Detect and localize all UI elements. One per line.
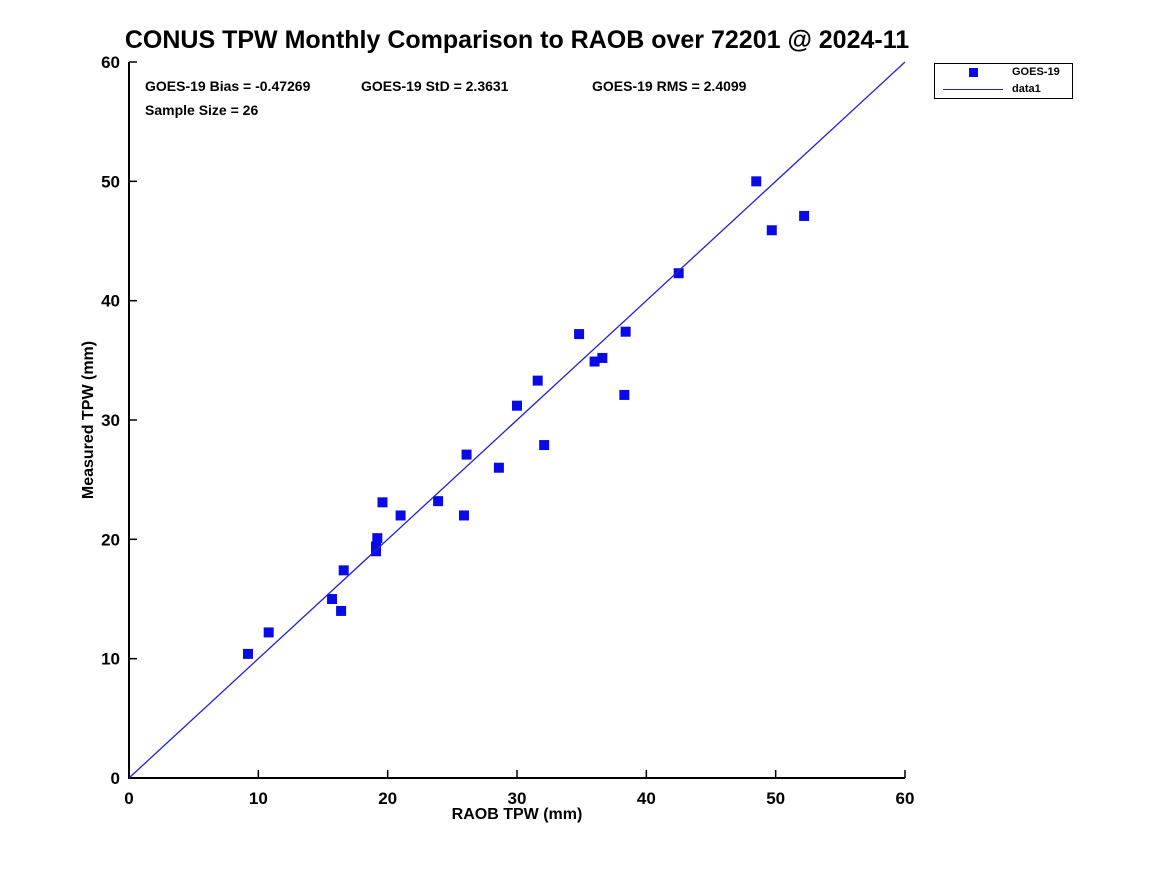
stat-rms: GOES-19 RMS = 2.4099 (592, 78, 747, 94)
legend-box: GOES-19 data1 (934, 63, 1073, 99)
data-point-marker (539, 440, 550, 451)
data-point-marker (619, 389, 630, 400)
x-tick-label: 10 (249, 789, 268, 808)
y-tick-label: 20 (101, 530, 120, 549)
x-tick-label: 20 (378, 789, 397, 808)
y-tick-label: 50 (101, 172, 120, 191)
legend-label-goes19: GOES-19 (1012, 66, 1060, 78)
legend-label-data1: data1 (1012, 83, 1041, 95)
y-tick-label: 0 (111, 769, 120, 788)
data-point-marker (242, 648, 253, 659)
data-point-marker (377, 497, 388, 508)
data-point-marker (371, 541, 382, 552)
y-tick-label: 30 (101, 411, 120, 430)
data-point-marker (493, 462, 504, 473)
x-tick-label: 40 (637, 789, 656, 808)
identity-line (128, 61, 906, 779)
data-point-marker (395, 510, 406, 521)
data-point-marker (372, 533, 383, 544)
data-point-marker (327, 594, 338, 604)
y-tick-label: 10 (101, 650, 120, 669)
y-tick-label: 40 (101, 292, 120, 311)
x-tick-label: 50 (766, 789, 785, 808)
data-point-marker (673, 268, 684, 279)
legend-line-icon (935, 81, 1005, 98)
data-point-marker (574, 329, 585, 340)
data-point-marker (336, 605, 347, 616)
data-point-marker (338, 565, 349, 576)
stat-std: GOES-19 StD = 2.3631 (361, 78, 509, 94)
y-axis-label-text: Measured TPW (mm) (80, 340, 97, 500)
data-point-marker (263, 627, 274, 638)
chart-title: CONUS TPW Monthly Comparison to RAOB ove… (124, 26, 910, 54)
data-point-marker (461, 449, 472, 460)
y-tick-label: 60 (101, 53, 120, 72)
data-point-marker (799, 210, 810, 221)
data-point-marker (433, 496, 444, 507)
data-point-marker (458, 510, 469, 521)
x-tick-label: 30 (508, 789, 527, 808)
data-point-marker (620, 326, 631, 337)
x-tick-label: 0 (124, 789, 133, 808)
data-point-marker (597, 352, 608, 363)
legend-entry-data1: data1 (935, 81, 1072, 98)
data-point-marker (766, 225, 777, 236)
data-point-marker (532, 375, 543, 386)
stat-sample-size: Sample Size = 26 (145, 102, 259, 118)
x-tick-label: 60 (896, 789, 915, 808)
stat-bias: GOES-19 Bias = -0.47269 (145, 78, 311, 94)
data-point-marker (751, 176, 762, 187)
legend-square-marker-icon (935, 64, 1005, 81)
data-point-marker (512, 400, 522, 411)
x-axis-label: RAOB TPW (mm) (451, 806, 583, 823)
legend-entry-goes19: GOES-19 (935, 64, 1072, 81)
data-point-marker (589, 356, 600, 367)
